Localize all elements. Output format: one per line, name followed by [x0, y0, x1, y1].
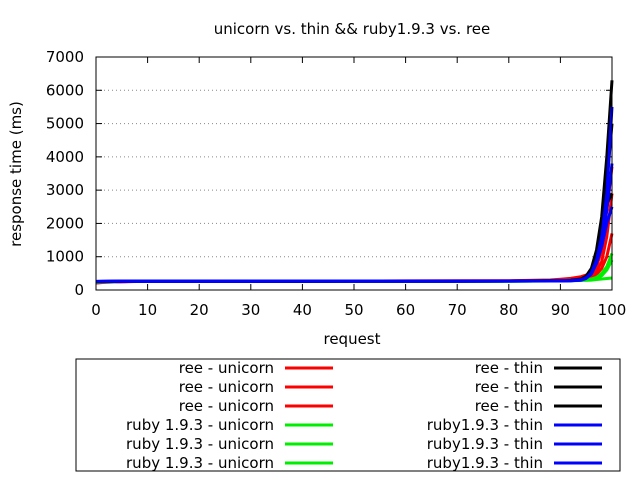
y-tick-label: 6000: [46, 81, 84, 99]
legend-label: ree - unicorn: [179, 397, 274, 415]
legend-box: [75, 358, 621, 472]
chart-title: unicorn vs. thin && ruby1.9.3 vs. ree: [214, 20, 491, 38]
legend-label: ree - thin: [475, 378, 543, 396]
y-tick-label: 5000: [46, 115, 84, 133]
legend-label: ree - thin: [475, 359, 543, 377]
series-line: [95, 206, 614, 283]
legend-label: ree - unicorn: [179, 359, 274, 377]
x-tick-label: 0: [91, 301, 101, 319]
y-tick-label: 1000: [46, 248, 84, 266]
y-tick-label: 2000: [46, 214, 84, 232]
x-tick-label: 10: [138, 301, 157, 319]
y-axis-ticks: 0 1000 2000 3000 4000 5000 6000 7000: [46, 48, 612, 299]
plot-frame: [95, 56, 613, 291]
x-tick-label: 30: [241, 301, 260, 319]
x-tick-label: 40: [293, 301, 312, 319]
x-tick-label: 90: [551, 301, 570, 319]
legend-label: ruby1.9.3 - thin: [427, 435, 543, 453]
legend-label: ree - unicorn: [179, 378, 274, 396]
y-tick-label: 4000: [46, 148, 84, 166]
x-tick-label: 60: [396, 301, 415, 319]
x-tick-label: 70: [448, 301, 467, 319]
x-axis-ticks: 0 10 20 30 40 50 60 70 80 90 100: [91, 57, 626, 319]
y-tick-label: 0: [74, 281, 84, 299]
x-axis-label: request: [323, 330, 380, 348]
legend-label: ruby 1.9.3 - unicorn: [126, 435, 274, 453]
x-tick-label: 50: [344, 301, 363, 319]
plot-series-group: [95, 80, 614, 285]
y-tick-label: 7000: [46, 48, 84, 66]
y-axis-label: response time (ms): [7, 101, 25, 247]
legend-label: ree - thin: [475, 397, 543, 415]
legend-label: ruby1.9.3 - thin: [427, 416, 543, 434]
x-tick-label: 80: [499, 301, 518, 319]
x-tick-label: 100: [598, 301, 627, 319]
legend-label: ruby1.9.3 - thin: [427, 454, 543, 472]
legend-label: ruby 1.9.3 - unicorn: [126, 454, 274, 472]
y-tick-label: 3000: [46, 181, 84, 199]
legend-label: ruby 1.9.3 - unicorn: [126, 416, 274, 434]
x-tick-label: 20: [190, 301, 209, 319]
